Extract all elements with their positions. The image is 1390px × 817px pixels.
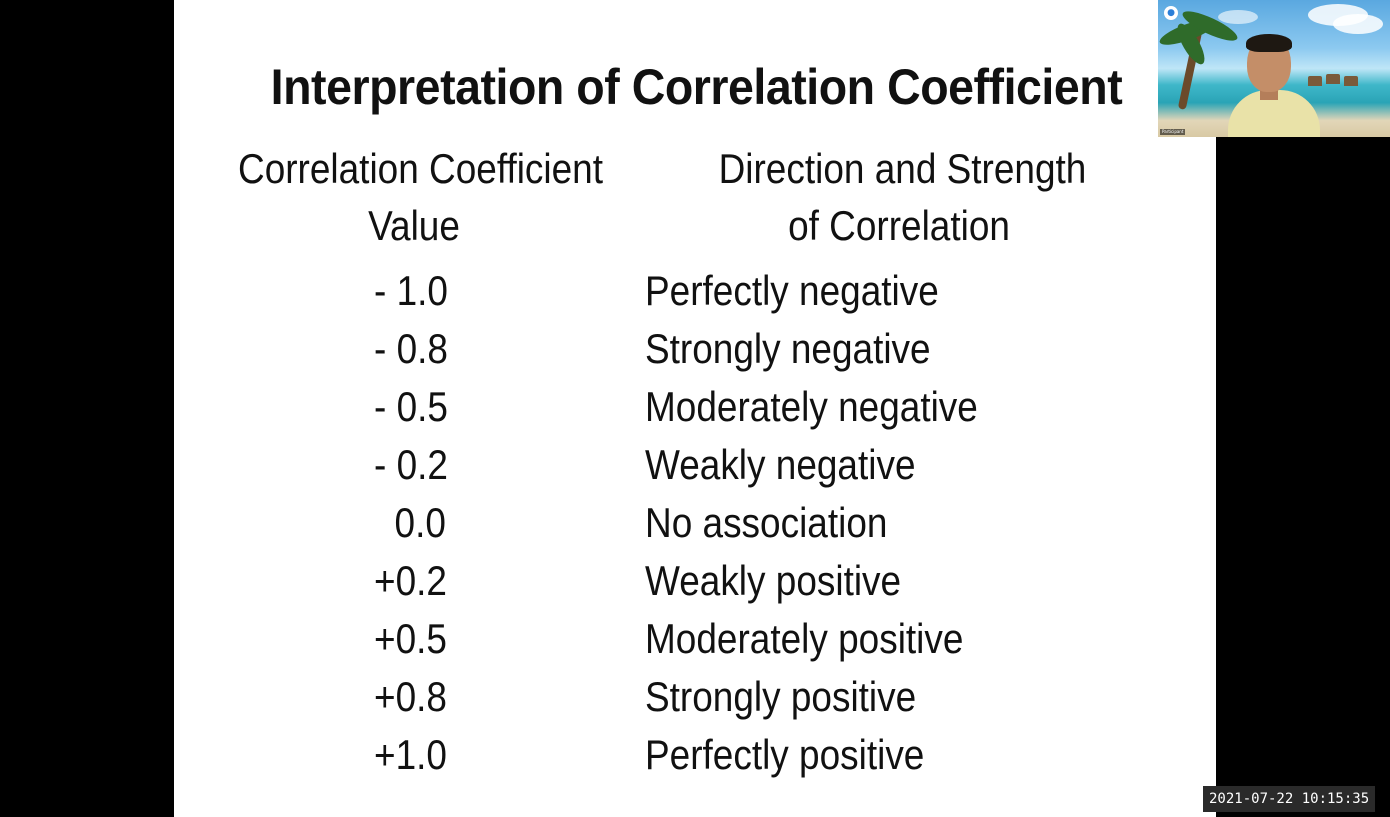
slide-title: Interpretation of Correlation Coefficien…	[270, 59, 1123, 115]
hut-shape	[1308, 76, 1322, 86]
coefficient-value: - 1.0	[374, 267, 448, 314]
correlation-description: Moderately negative	[645, 383, 978, 430]
desc-header-line2: of Correlation	[788, 202, 1010, 249]
presentation-slide: Interpretation of Correlation Coefficien…	[174, 0, 1216, 817]
value-header-line1: Correlation Coefficient	[238, 145, 604, 192]
correlation-description: Moderately positive	[645, 615, 964, 662]
table-row: - 0.2 Weakly negative	[174, 436, 1216, 494]
table-row: - 0.5 Moderately negative	[174, 378, 1216, 436]
cloud-shape	[1218, 10, 1258, 24]
participant-name-label: Participant	[1160, 129, 1186, 135]
table-row: +0.5 Moderately positive	[174, 610, 1216, 668]
coefficient-value: 0.0	[374, 499, 446, 546]
correlation-description: No association	[645, 499, 888, 546]
table-row: - 0.8 Strongly negative	[174, 320, 1216, 378]
desc-header-line1: Direction and Strength	[718, 145, 1087, 192]
table-row: 0.0 No association	[174, 494, 1216, 552]
participant-hair	[1246, 34, 1292, 52]
table-row: +0.2 Weakly positive	[174, 552, 1216, 610]
correlation-description: Perfectly negative	[645, 267, 939, 314]
table-row: +0.8 Strongly positive	[174, 668, 1216, 726]
coefficient-value: - 0.2	[374, 441, 448, 488]
value-header-line2: Value	[368, 202, 460, 249]
coefficient-value: +0.2	[374, 557, 447, 604]
hut-shape	[1326, 74, 1340, 84]
description-column-header: Direction and Strength of Correlation	[718, 140, 1087, 254]
coefficient-value: +0.5	[374, 615, 447, 662]
coefficient-value: - 0.5	[374, 383, 448, 430]
correlation-description: Weakly negative	[645, 441, 916, 488]
table-row: - 1.0 Perfectly negative	[174, 262, 1216, 320]
correlation-description: Perfectly positive	[645, 731, 925, 778]
value-column-header: Correlation Coefficient Value	[238, 140, 604, 254]
correlation-description: Strongly positive	[645, 673, 917, 720]
hut-shape	[1344, 76, 1358, 86]
correlation-table: - 1.0 Perfectly negative - 0.8 Strongly …	[174, 262, 1216, 784]
participant-video-tile[interactable]: ● Participant	[1158, 0, 1390, 137]
correlation-description: Strongly negative	[645, 325, 931, 372]
recording-timestamp: 2021-07-22 10:15:35	[1203, 786, 1376, 812]
coefficient-value: +0.8	[374, 673, 447, 720]
mic-status-icon[interactable]: ●	[1164, 6, 1178, 20]
coefficient-value: +1.0	[374, 731, 447, 778]
correlation-description: Weakly positive	[645, 557, 902, 604]
cloud-shape	[1333, 14, 1383, 34]
coefficient-value: - 0.8	[374, 325, 448, 372]
table-row: +1.0 Perfectly positive	[174, 726, 1216, 784]
